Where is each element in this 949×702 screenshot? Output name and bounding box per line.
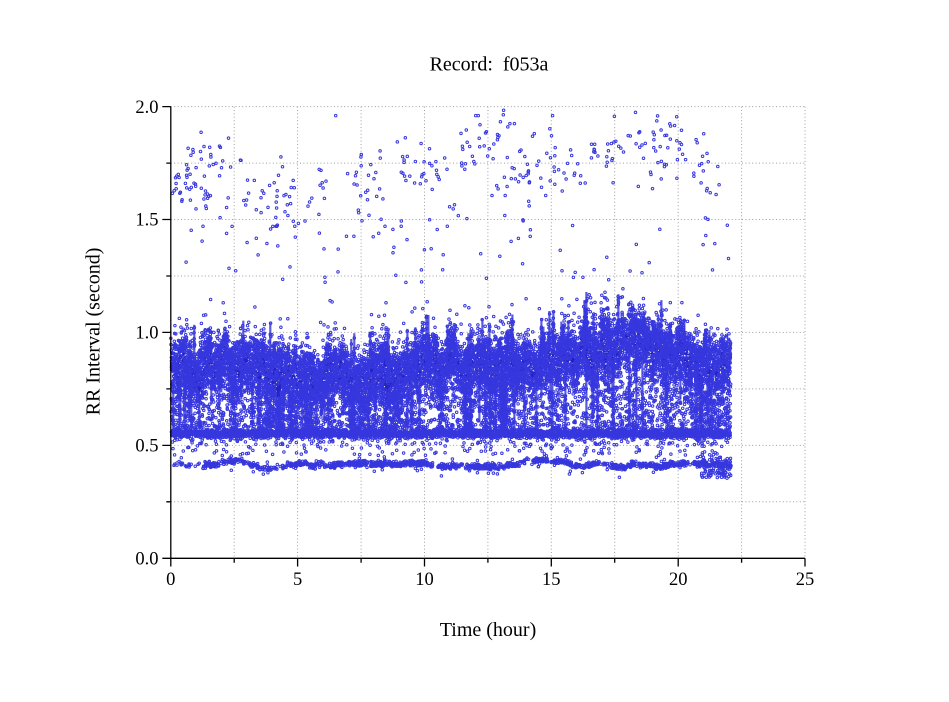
svg-text:Time (hour): Time (hour) — [440, 619, 536, 641]
svg-text:0.0: 0.0 — [135, 550, 158, 570]
svg-text:0: 0 — [166, 570, 175, 590]
svg-text:15: 15 — [542, 570, 561, 590]
svg-text:25: 25 — [796, 570, 815, 590]
svg-text:2.0: 2.0 — [135, 98, 158, 118]
svg-text:0.5: 0.5 — [135, 437, 158, 457]
svg-text:5: 5 — [293, 570, 302, 590]
svg-text:1.5: 1.5 — [135, 211, 158, 231]
svg-text:RR Interval (second): RR Interval (second) — [83, 248, 105, 416]
svg-text:Record: f053a: Record: f053a — [430, 54, 549, 76]
svg-text:20: 20 — [669, 570, 688, 590]
svg-text:1.0: 1.0 — [135, 324, 158, 344]
svg-text:10: 10 — [415, 570, 434, 590]
